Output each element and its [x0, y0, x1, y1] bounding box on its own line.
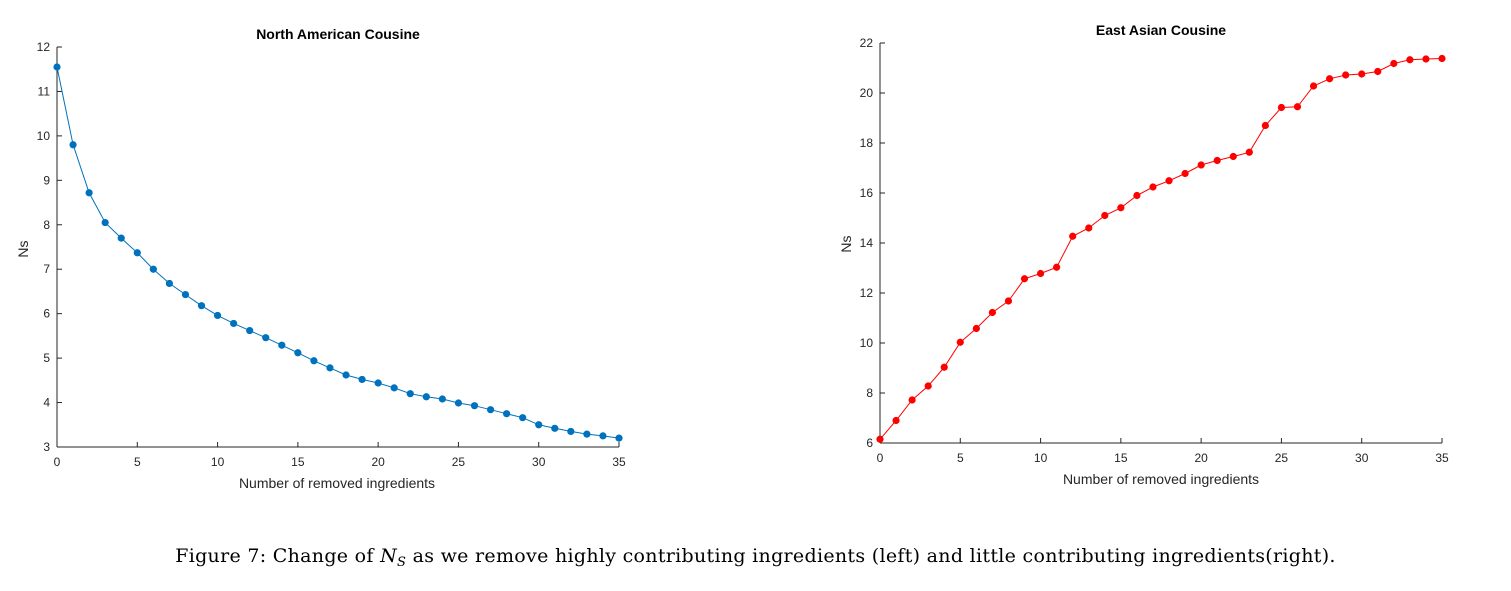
series-line: [56, 66, 620, 439]
data-point: [69, 141, 77, 149]
data-point: [519, 414, 527, 422]
data-point: [117, 234, 125, 242]
data-point: [310, 357, 318, 365]
data-point: [262, 334, 270, 342]
data-point: [53, 63, 61, 71]
x-tick-label: 5: [134, 455, 141, 469]
x-tick-label: 10: [211, 455, 225, 469]
data-point: [358, 375, 366, 384]
caption-subscript: S: [397, 555, 407, 570]
data-point: [615, 434, 623, 442]
y-axis-label: Ns: [15, 240, 31, 257]
y-tick-label: 5: [43, 351, 50, 365]
data-point: [278, 341, 286, 349]
x-tick-label: 30: [532, 455, 546, 469]
series: [53, 63, 623, 442]
x-tick-label: 20: [371, 455, 385, 469]
x-tick-label: 0: [54, 455, 61, 469]
figure-caption: Figure 7: Change of NS as we remove high…: [0, 545, 1511, 570]
data-point: [181, 290, 190, 299]
y-tick-label: 4: [43, 396, 50, 410]
data-point: [583, 430, 591, 438]
data-point: [85, 189, 93, 197]
data-point: [149, 265, 157, 273]
data-point: [551, 424, 559, 432]
data-point: [101, 218, 109, 227]
data-point: [406, 390, 414, 398]
data-point: [438, 395, 446, 403]
y-tick-label: 7: [43, 262, 50, 276]
y-tick-label: 10: [37, 129, 51, 143]
chart-title: North American Cousine: [256, 26, 420, 42]
data-point: [503, 410, 511, 418]
data-point: [133, 249, 141, 257]
data-point: [567, 427, 575, 436]
data-point: [197, 302, 206, 310]
data-point: [422, 393, 430, 401]
axes: [56, 47, 619, 448]
data-point: [470, 402, 479, 410]
data-point: [342, 371, 350, 379]
y-tick-label: 3: [43, 440, 50, 454]
y-tick-label: 6: [43, 307, 50, 321]
data-point: [165, 279, 173, 288]
data-point: [230, 319, 238, 328]
data-point: [535, 421, 543, 429]
y-tick-label: 12: [37, 40, 51, 54]
data-point: [599, 432, 607, 440]
y-tick-label: 9: [43, 173, 50, 187]
data-point: [213, 311, 222, 320]
data-point: [294, 349, 302, 357]
y-tick-label: 8: [43, 218, 50, 232]
x-tick-label: 25: [452, 455, 466, 469]
x-tick-label: 15: [291, 455, 305, 469]
data-point: [246, 326, 254, 335]
data-point: [390, 384, 398, 392]
x-axis-label: Number of removed ingredients: [239, 475, 435, 491]
ticks: 0 5 10 15 20 25 30 35 3 4 5 6 7 8 9 10 11 12: [37, 40, 626, 469]
y-tick-label: 11: [38, 84, 51, 98]
caption-prefix: Figure 7: Change of: [175, 545, 381, 567]
data-point: [374, 379, 382, 387]
caption-suffix: as we remove highly contributing ingredi…: [406, 545, 1336, 567]
data-point: [486, 406, 495, 414]
data-point: [326, 364, 334, 372]
caption-symbol: N: [380, 545, 398, 567]
data-point: [454, 399, 463, 407]
x-tick-label: 35: [612, 455, 626, 469]
